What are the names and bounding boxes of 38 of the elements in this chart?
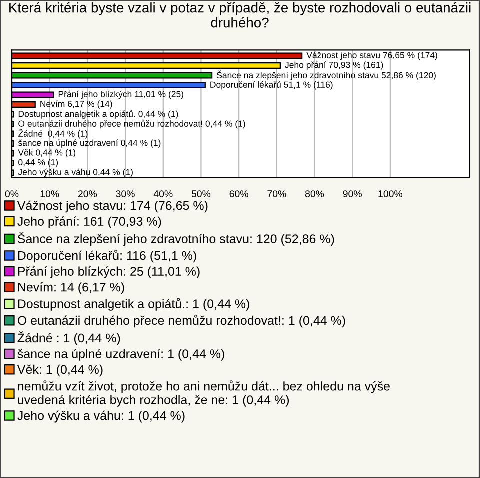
legend-label: šance na úplné uzdravení: 1 (0,44 %) (18, 349, 224, 361)
legend-label: Šance na zlepšení jeho zdravotního stavu: 120 (52,86 %) (18, 232, 334, 246)
text: Vážnost jeho stavu 76,65 % (174) (306, 52, 438, 60)
text: 0,44 % (1) (18, 159, 58, 168)
chart-title: Která kritéria byste vzali v potaz v případě, že byste rozhodovali o eutanázii druhého? (10, 2, 471, 28)
text: Jeho výšku a váhu 0,44 % (1) (18, 168, 133, 178)
x-tick-label: 80% (305, 190, 324, 198)
legend-label: nemůžu vzít život, protože ho ani nemůžu dát... bez ohledu na výše uvedená kritéria bych rozhodla, že ne: 1 (0,44 %) (18, 380, 390, 407)
x-tick-label: 10% (40, 190, 60, 198)
legend-label: Nevím: 14 (6,17 %) (18, 282, 124, 294)
x-tick-label: 50% (192, 190, 211, 198)
legend-label: O eutanázii druhého přece nemůžu rozhodovat!: 1 (0,44 %) (18, 314, 346, 328)
text: O eutanázii druhého přece nemůžu rozhodovat! 0,44 % (1) (18, 120, 246, 129)
legend-label: Jeho výšku a váhu: 1 (0,44 %) (18, 410, 185, 423)
text: Věk 0,44 % (1) (18, 149, 76, 158)
x-tick-label: 70% (268, 190, 286, 198)
x-tick-label: 100% (378, 190, 403, 198)
x-tick-label: 20% (78, 190, 98, 198)
x-tick-label: 60% (230, 190, 248, 198)
text: šance na úplné uzdravení 0,44 % (1) (18, 140, 161, 148)
x-tick-label: 40% (154, 190, 173, 198)
x-tick-label: 30% (116, 190, 135, 198)
x-tick-label: 0% (5, 190, 19, 198)
text: Šance na zlepšení jeho zdravotního stavu 52,86 % (120) (216, 70, 436, 80)
legend-label: Dostupnost analgetik a opiátů.: 1 (0,44 %) (18, 298, 250, 311)
legend-label: Věk: 1 (0,44 %) (17, 364, 103, 377)
legend-label: Jeho přání: 161 (70,93 %) (18, 216, 162, 228)
legend-label: Doporučení lékařů: 116 (51,1 %) (18, 250, 196, 263)
text: Přání jeho blízkých 11,01 % (25) (58, 90, 184, 100)
legend-label: Vážnost jeho stavu: 174 (76,65 %) (17, 200, 208, 213)
text: Jeho přání 70,93 % (161) (285, 62, 384, 70)
legend-label: Přání jeho blízkých: 25 (11,01 %) (18, 266, 200, 278)
text: Dostupnost analgetik a opiátů. 0,44 % (1) (18, 110, 178, 119)
x-tick-label: 90% (343, 190, 362, 198)
text: Doporučení lékařů 51,1 % (116) (210, 80, 333, 90)
legend-label: Žádné : 1 (0,44 %) (18, 332, 120, 346)
text: Žádné 0,44 % (1) (18, 129, 88, 139)
text: Nevím 6,17 % (14) (40, 100, 112, 109)
